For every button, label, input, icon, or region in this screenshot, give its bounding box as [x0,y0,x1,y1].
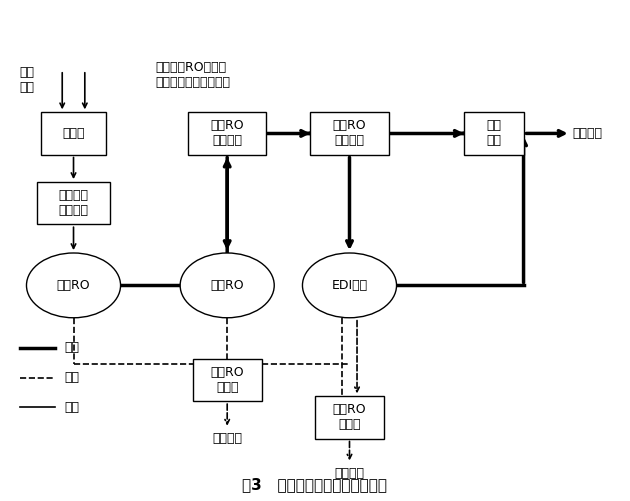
Text: 来自二级RO浓水筱
和空调冷凝水回收装置: 来自二级RO浓水筱 和空调冷凝水回收装置 [155,61,230,89]
Ellipse shape [302,253,396,318]
Text: 至电化学: 至电化学 [212,432,242,445]
Text: 一级RO
中间水筱: 一级RO 中间水筱 [210,119,244,147]
FancyBboxPatch shape [311,112,389,155]
FancyBboxPatch shape [315,396,384,438]
Text: 进水: 进水 [64,401,79,414]
Text: 至除氧器: 至除氧器 [573,127,602,140]
FancyBboxPatch shape [40,112,106,155]
Text: EDI系统: EDI系统 [331,279,367,292]
Text: 原水
进水: 原水 进水 [19,66,34,94]
Ellipse shape [26,253,120,318]
Text: 二级RO
中间水筱: 二级RO 中间水筱 [333,119,366,147]
Text: 一级RO
浓水筱: 一级RO 浓水筱 [210,366,244,394]
Text: 二级RO
浓水筱: 二级RO 浓水筱 [333,403,366,431]
FancyBboxPatch shape [37,182,110,224]
Text: 一级RO: 一级RO [57,279,90,292]
FancyBboxPatch shape [193,359,261,401]
FancyBboxPatch shape [464,112,524,155]
Text: 至原水筱: 至原水筱 [335,467,365,480]
Ellipse shape [180,253,274,318]
Text: 图3   制水车间节水方案工艺流程: 图3 制水车间节水方案工艺流程 [243,477,387,492]
Text: 原水预处
理过滤器: 原水预处 理过滤器 [59,189,89,217]
Text: 原水筱: 原水筱 [62,127,85,140]
FancyBboxPatch shape [188,112,266,155]
Text: 二级RO: 二级RO [210,279,244,292]
Text: 产水: 产水 [64,341,79,354]
Text: 浓水: 浓水 [64,371,79,384]
Text: 除盐
水筱: 除盐 水筱 [486,119,501,147]
